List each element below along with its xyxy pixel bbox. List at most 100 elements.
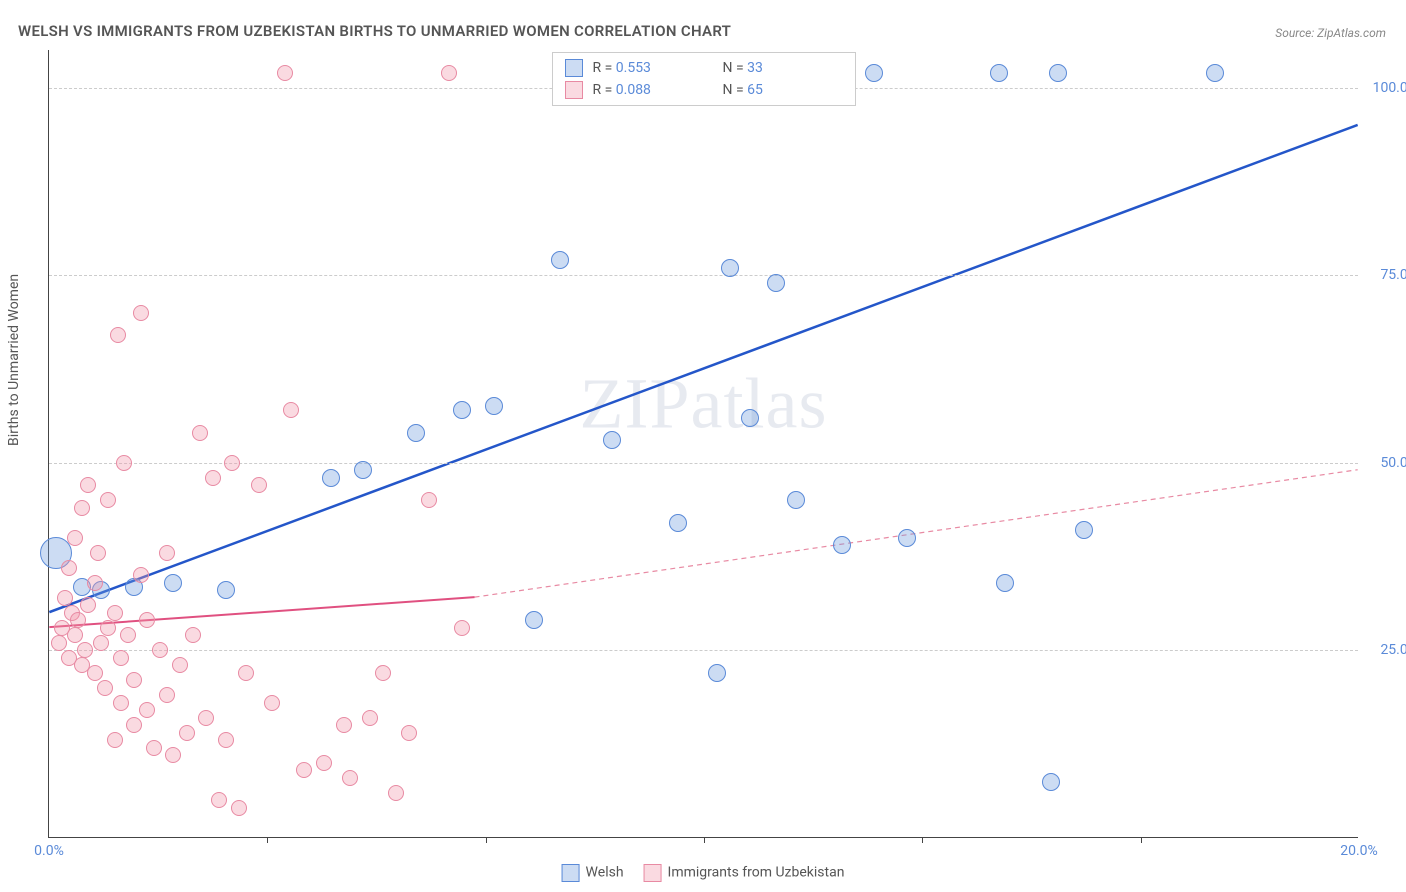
x-minor-tick [922,837,923,843]
y-axis-label: Births to Unmarried Women [6,274,22,446]
gridline [49,650,1358,651]
legend-swatch [562,864,580,882]
data-point-uzbekistan [342,770,358,786]
data-point-welsh [603,431,621,449]
data-point-uzbekistan [159,545,175,561]
legend-label: Welsh [586,865,624,881]
gridline [49,463,1358,464]
data-point-uzbekistan [454,620,470,636]
data-point-uzbekistan [87,575,103,591]
data-point-uzbekistan [93,635,109,651]
data-point-uzbekistan [172,657,188,673]
y-tick-label: 50.0% [1363,455,1406,471]
data-point-uzbekistan [133,567,149,583]
y-tick-label: 100.0% [1363,80,1406,96]
data-point-welsh [217,581,235,599]
data-point-uzbekistan [110,327,126,343]
data-point-uzbekistan [316,755,332,771]
data-point-uzbekistan [224,455,240,471]
data-point-uzbekistan [198,710,214,726]
data-point-uzbekistan [251,477,267,493]
data-point-uzbekistan [185,627,201,643]
data-point-uzbekistan [100,620,116,636]
data-point-welsh [354,461,372,479]
data-point-uzbekistan [152,642,168,658]
data-point-welsh [898,529,916,547]
data-point-welsh [453,401,471,419]
data-point-uzbekistan [90,545,106,561]
data-point-welsh [1042,773,1060,791]
legend-label: Immigrants from Uzbekistan [668,865,845,881]
data-point-uzbekistan [70,612,86,628]
data-point-welsh [551,251,569,269]
legend-r: R = 0.553 [593,60,713,76]
x-tick-label: 0.0% [34,843,64,859]
data-point-welsh [787,491,805,509]
data-point-uzbekistan [283,402,299,418]
data-point-uzbekistan [61,560,77,576]
data-point-welsh [708,664,726,682]
data-point-welsh [990,64,1008,82]
data-point-uzbekistan [211,792,227,808]
data-point-welsh [322,469,340,487]
data-point-welsh [996,574,1014,592]
legend-r: R = 0.088 [593,82,713,98]
data-point-welsh [1049,64,1067,82]
chart-container: WELSH VS IMMIGRANTS FROM UZBEKISTAN BIRT… [0,0,1406,892]
data-point-uzbekistan [277,65,293,81]
legend-item: Immigrants from Uzbekistan [644,864,845,882]
data-point-uzbekistan [139,612,155,628]
legend-swatch [565,59,583,77]
data-point-welsh [767,274,785,292]
data-point-uzbekistan [74,500,90,516]
data-point-uzbekistan [120,627,136,643]
legend-swatch [644,864,662,882]
data-point-uzbekistan [159,687,175,703]
x-minor-tick [486,837,487,843]
legend-n: N = 33 [723,60,843,76]
data-point-uzbekistan [107,605,123,621]
data-point-uzbekistan [146,740,162,756]
data-point-welsh [1206,64,1224,82]
source-label: Source: ZipAtlas.com [1275,26,1386,40]
data-point-welsh [525,611,543,629]
data-point-uzbekistan [205,470,221,486]
data-point-welsh [1075,521,1093,539]
data-point-uzbekistan [80,597,96,613]
data-point-uzbekistan [179,725,195,741]
y-tick-label: 75.0% [1363,267,1406,283]
data-point-uzbekistan [80,477,96,493]
data-point-uzbekistan [401,725,417,741]
data-point-welsh [741,409,759,427]
data-point-welsh [833,536,851,554]
legend-correlation: R = 0.553 N = 33 R = 0.088 N = 65 [552,52,856,106]
data-point-uzbekistan [116,455,132,471]
data-point-uzbekistan [100,492,116,508]
chart-title: WELSH VS IMMIGRANTS FROM UZBEKISTAN BIRT… [18,22,731,40]
data-point-uzbekistan [113,695,129,711]
data-point-uzbekistan [113,650,129,666]
data-point-uzbekistan [126,717,142,733]
data-point-uzbekistan [231,800,247,816]
legend-swatch [565,81,583,99]
data-point-uzbekistan [139,702,155,718]
plot-area: ZIPatlas R = 0.553N = 33R = 0.088N = 65 … [48,50,1358,838]
data-point-uzbekistan [97,680,113,696]
data-point-welsh [407,424,425,442]
data-point-welsh [485,397,503,415]
data-point-uzbekistan [441,65,457,81]
data-point-uzbekistan [67,627,83,643]
trend-lines [49,50,1358,837]
data-point-uzbekistan [133,305,149,321]
x-minor-tick [1141,837,1142,843]
data-point-uzbekistan [296,762,312,778]
legend-n: N = 65 [723,82,843,98]
legend-series: Welsh Immigrants from Uzbekistan [562,864,845,882]
data-point-welsh [164,574,182,592]
data-point-uzbekistan [87,665,103,681]
x-tick-label: 20.0% [1340,843,1378,859]
data-point-uzbekistan [67,530,83,546]
data-point-uzbekistan [362,710,378,726]
data-point-welsh [721,259,739,277]
legend-row: R = 0.088 N = 65 [565,79,843,101]
